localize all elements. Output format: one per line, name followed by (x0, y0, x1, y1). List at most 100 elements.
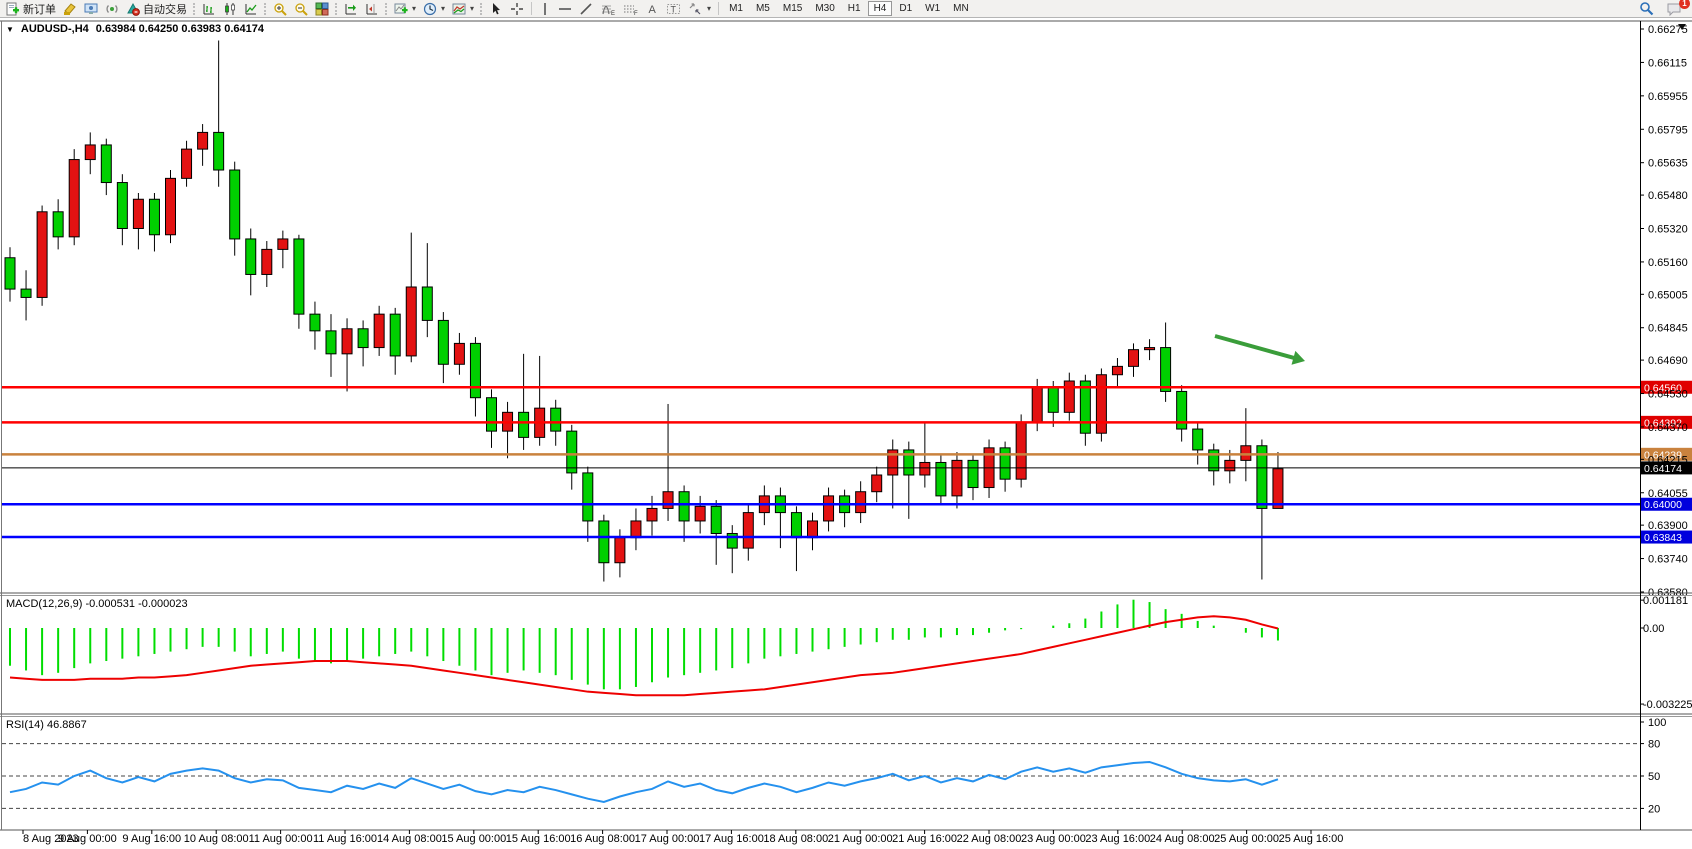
price-axis-tick-label: 0.64215 (1648, 454, 1688, 466)
trendline-icon (580, 2, 592, 15)
price-axis-tick-label: 0.65480 (1648, 190, 1688, 202)
arrows-button[interactable]: ▾ (685, 1, 714, 17)
styler-icon (64, 2, 76, 15)
candle (68, 159, 80, 238)
candle (678, 491, 690, 522)
price-axis-tick-label: 0.63900 (1648, 520, 1688, 532)
candle (197, 131, 209, 150)
indicators-button[interactable]: ▾ (391, 1, 419, 17)
line-chart-button[interactable] (241, 1, 261, 17)
trendline-button[interactable] (576, 1, 596, 17)
fibonacci-icon: E (602, 5, 615, 16)
scale-menu-icon[interactable] (1678, 24, 1686, 30)
candle (1128, 349, 1139, 367)
timeframe-h4[interactable]: H4 (867, 1, 893, 16)
new-order-button[interactable]: 新订单 (3, 1, 59, 17)
timeframe-mn[interactable]: MN (953, 3, 969, 14)
toolbar-separator (480, 2, 483, 15)
new-order-icon (6, 2, 19, 15)
candle (1063, 380, 1075, 413)
zoom-in-button[interactable] (270, 1, 290, 17)
signals-button[interactable] (102, 1, 122, 17)
candle (935, 461, 947, 497)
candle (213, 131, 225, 171)
fibonacci-button[interactable]: E (597, 1, 619, 17)
bar-chart-button[interactable] (199, 1, 219, 17)
price-axis-tick-label: 0.64055 (1648, 488, 1688, 500)
time-axis-label: 9 Aug 16:00 (122, 833, 181, 845)
candle (790, 512, 802, 539)
chart-shift-button[interactable] (362, 1, 382, 17)
channels-button[interactable]: F (620, 1, 642, 17)
timeframe-m30[interactable]: M30 (815, 3, 835, 14)
timeframe-m15[interactable]: M15 (782, 3, 803, 14)
arrow-annotation[interactable] (1214, 334, 1296, 361)
price-axis-tick-label: 0.65955 (1648, 91, 1688, 103)
cursor-button[interactable] (486, 1, 506, 17)
timeframe-m1[interactable]: M1 (729, 3, 743, 14)
price-level-badge-label: 0.63843 (1644, 532, 1682, 544)
candle (919, 461, 931, 476)
autotrading-button[interactable]: 自动交易 (123, 1, 190, 17)
svg-text:T: T (671, 4, 677, 14)
templates-button[interactable]: ▾ (449, 1, 477, 17)
notifications-button[interactable]: 1 (1663, 0, 1690, 17)
candle (823, 495, 835, 522)
toolbar-separator (718, 2, 720, 15)
terminal-button[interactable] (81, 1, 101, 17)
search-button[interactable] (1636, 1, 1657, 17)
macd-indicator-label: MACD(12,26,9) -0.000531 -0.000023 (6, 598, 188, 610)
candle (389, 313, 401, 357)
price-level-badge (1641, 497, 1692, 511)
rsi-axis-tick-label: 20 (1648, 803, 1660, 815)
price-level-badge (1641, 415, 1692, 429)
time-axis-label: 17 Aug 16:00 (699, 833, 764, 845)
new-order-label: 新订单 (23, 3, 56, 16)
timeframe-d1[interactable]: D1 (899, 3, 913, 14)
candle (710, 505, 722, 534)
toolbar-separator (385, 2, 388, 15)
text-button[interactable]: A (643, 1, 662, 17)
price-level-badge-label: 0.64239 (1644, 449, 1682, 461)
tile-windows-icon (315, 2, 329, 15)
candlestick-button[interactable] (220, 1, 240, 17)
time-axis-label: 23 Aug 16:00 (1085, 833, 1150, 845)
candle (1160, 347, 1172, 392)
vertical-line-button[interactable] (536, 1, 554, 17)
text-label-button[interactable]: T (663, 1, 684, 17)
timeframe-h1[interactable]: H1 (847, 3, 861, 14)
crosshair-button[interactable] (507, 1, 527, 17)
periods-button[interactable]: ▾ (420, 1, 448, 17)
styler-button[interactable] (60, 1, 80, 17)
candle (855, 491, 867, 514)
timeframe-m5[interactable]: M5 (755, 3, 770, 14)
timeframe-w1[interactable]: W1 (925, 3, 941, 14)
time-axis-label: 23 Aug 00:00 (1021, 833, 1086, 845)
auto-scroll-button[interactable] (341, 1, 361, 17)
horizontal-line-button[interactable] (555, 1, 575, 17)
candle (614, 537, 626, 564)
toolbar-separator (193, 2, 196, 15)
symbol-dropdown-icon[interactable]: ▼ (6, 24, 14, 34)
candle (84, 144, 96, 161)
candle (229, 169, 241, 240)
candle (742, 512, 754, 549)
candle (341, 328, 353, 355)
tile-windows-button[interactable] (312, 1, 332, 17)
candle (1015, 422, 1027, 480)
candle (20, 288, 32, 298)
price-axis-tick-label: 0.64690 (1648, 355, 1688, 367)
time-axis-label: 21 Aug 16:00 (892, 833, 957, 845)
svg-text:E: E (611, 11, 615, 16)
main-toolbar: 新订单 自动交易 ▾ ▾ (0, 0, 1692, 18)
templates-icon (452, 3, 466, 14)
toolbar-separator (335, 2, 338, 15)
chart-ohlc-values: 0.63984 0.64250 0.63983 0.64174 (95, 23, 264, 35)
price-axis-tick-label: 0.65635 (1648, 158, 1688, 170)
candle (1079, 380, 1091, 434)
zoom-out-button[interactable] (291, 1, 311, 17)
candle (598, 520, 610, 564)
cursor-icon (493, 2, 501, 14)
candle (261, 248, 273, 275)
